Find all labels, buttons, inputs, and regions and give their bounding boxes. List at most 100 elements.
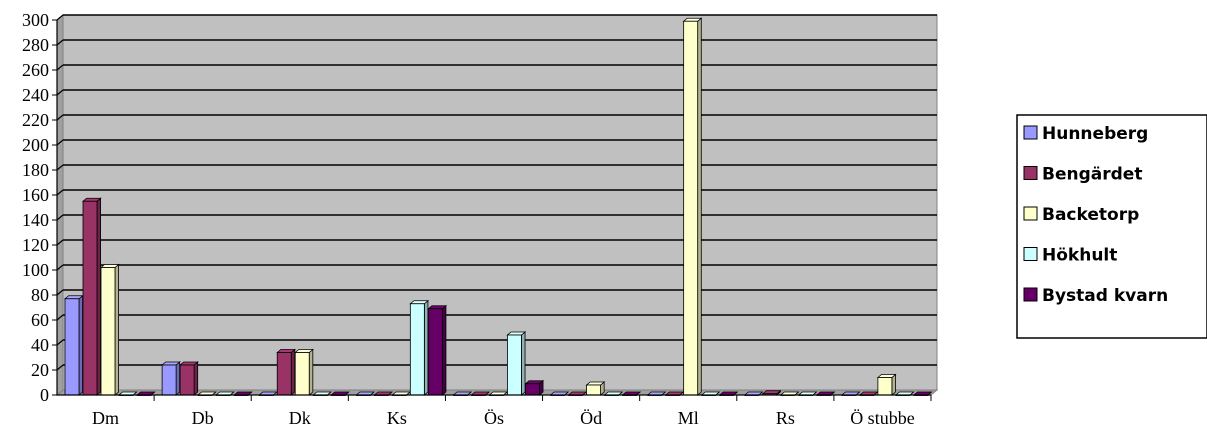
bar	[276, 348, 296, 396]
bar-side	[193, 361, 199, 396]
x-tick-label: Dk	[289, 408, 311, 428]
bar	[682, 17, 703, 396]
bar-top	[876, 374, 897, 378]
bar	[427, 304, 448, 396]
x-tick-label: Rs	[776, 408, 795, 428]
gridline-side	[56, 239, 64, 246]
gridline-side	[56, 264, 64, 271]
x-tick-label: Ml	[678, 408, 699, 428]
x-tick-label: Ö stubbe	[850, 408, 915, 428]
x-tick-label: Db	[192, 408, 214, 428]
bar	[585, 381, 606, 396]
legend-label: Hökhult	[1042, 246, 1117, 266]
gridline-side	[56, 289, 64, 296]
bar	[63, 294, 84, 396]
bar-top	[276, 349, 296, 353]
gridline-side	[56, 339, 64, 346]
bar-top	[427, 305, 448, 310]
x-tick-label: Dm	[92, 408, 119, 428]
y-tick-label: 300	[22, 10, 49, 30]
legend-item: Hunneberg	[1023, 124, 1148, 144]
bar-top	[409, 300, 430, 305]
bar-top	[585, 381, 606, 386]
gridline-side	[56, 139, 64, 146]
bar-side	[175, 361, 181, 396]
bar-front	[100, 267, 116, 396]
axes	[56, 20, 931, 396]
gridline-side	[56, 214, 64, 221]
bar-top	[294, 349, 314, 353]
gridline-side	[56, 64, 64, 71]
bar-front	[586, 384, 601, 396]
bar	[161, 361, 181, 396]
y-tick-label: 280	[22, 35, 49, 55]
legend-swatch	[1023, 247, 1038, 261]
plot-side-wall	[56, 13, 64, 397]
bar-top	[179, 361, 199, 366]
gridline-side	[56, 14, 64, 21]
y-tick-label: 40	[31, 335, 49, 355]
gridline-side	[56, 164, 64, 171]
bar-side	[891, 373, 896, 396]
legend-item: Hökhult	[1023, 246, 1117, 266]
bar-side	[96, 197, 101, 396]
bar-front	[427, 308, 443, 396]
plot-background	[62, 14, 938, 391]
gridline-side	[56, 114, 64, 121]
bar-side	[441, 304, 447, 396]
gridline-side	[56, 364, 64, 371]
legend-frame	[1016, 114, 1207, 339]
bar	[524, 379, 545, 396]
bar-side	[308, 348, 314, 396]
bar-front	[877, 377, 893, 396]
bar	[409, 299, 430, 396]
legend: Hunneberg Bengärdet Backetorp Hökhult Bystad…	[1016, 114, 1207, 339]
bar-front	[161, 364, 177, 396]
bar-top	[63, 295, 84, 300]
bar-front	[294, 352, 310, 396]
y-tick-label: 0	[40, 385, 49, 405]
y-tick-label: 240	[22, 85, 49, 105]
y-tick-label: 120	[22, 235, 49, 255]
x-tick-label: Ös	[484, 408, 504, 428]
bar	[876, 373, 897, 396]
bar-top	[81, 197, 102, 202]
bar-top	[524, 380, 545, 385]
bar-side	[423, 299, 429, 396]
bar-top	[682, 17, 703, 22]
legend-label: Bengärdet	[1042, 165, 1142, 185]
y-tick-label: 160	[22, 185, 49, 205]
y-tick-label: 20	[31, 360, 49, 380]
y-tick-label: 220	[22, 110, 49, 130]
gridlines	[56, 14, 937, 371]
bar	[761, 389, 782, 396]
bar-front	[64, 298, 80, 396]
legend-swatch	[1023, 206, 1038, 221]
bar-side	[521, 331, 526, 396]
bar	[506, 331, 527, 396]
y-tick-label: 60	[31, 310, 49, 330]
gridline-side	[56, 314, 64, 321]
bar-front	[179, 364, 195, 396]
y-tick-label: 180	[22, 160, 49, 180]
bar-front	[525, 383, 540, 396]
x-axis-ticks: Dm Db Dk Ks Ös Öd Ml Rs Ö stubbe	[92, 395, 932, 428]
y-tick-label: 140	[22, 210, 49, 230]
x-tick-label: Öd	[580, 408, 602, 428]
bar-side	[290, 348, 296, 396]
bar-front	[276, 352, 292, 396]
y-tick-label: 200	[22, 135, 49, 155]
y-axis-ticks: 0 20 40 60 80 100 120 140 160 180 200 220 240 260 280 3…	[22, 10, 57, 405]
legend-item: Bystad kvarn	[1023, 286, 1168, 306]
bar-top	[506, 331, 527, 336]
gridline-side	[56, 189, 64, 196]
legend-item: Backetorp	[1023, 205, 1139, 225]
y-tick-label: 260	[22, 60, 49, 80]
legend-item: Bengärdet	[1023, 165, 1142, 185]
gridline-side	[56, 39, 64, 46]
bar-side	[114, 263, 119, 396]
bar-top	[761, 390, 782, 395]
bar-top	[99, 264, 120, 268]
x-tick-label: Ks	[387, 408, 407, 428]
